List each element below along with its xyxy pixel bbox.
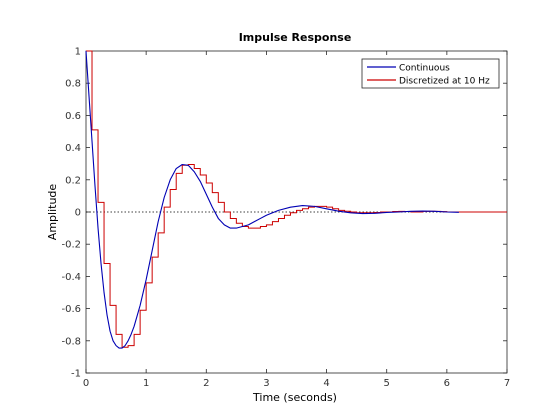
y-tick-label: 0.8 [65,79,81,90]
x-tick-label: 0 [83,378,89,389]
series-layer [85,50,507,349]
chart-title: Impulse Response [239,31,352,44]
x-tick-label: 5 [384,378,390,389]
y-tick-label: 0.6 [65,111,81,122]
y-tick-label: 0 [75,208,81,219]
legend-label-continuous: Continuous [399,64,450,74]
x-axis-label: Time (seconds) [252,391,337,404]
legend: Continuous Discretized at 10 Hz [361,58,500,89]
y-tick-label: -0.8 [61,336,81,347]
y-tick-label: 1 [75,47,81,58]
y-tick-label: -0.4 [61,272,81,283]
y-axis-label: Amplitude [46,184,59,241]
legend-box [361,58,500,89]
x-tick-label: 6 [444,378,450,389]
y-tick-label: 0.2 [65,175,81,186]
x-tick-label: 2 [203,378,209,389]
axis-tick-labels: 0 1 2 3 4 5 6 7 -1 -0.8 -0.6 -0.4 -0.2 0 0.2 0.4 0.6 0.8 1 [61,47,510,390]
series-discretized-line [86,50,507,348]
x-tick-label: 4 [323,378,329,389]
y-tick-label: 0.4 [65,143,81,154]
series-continuous-line [85,50,459,349]
x-tick-label: 3 [263,378,269,389]
y-tick-label: -0.2 [61,240,81,251]
y-tick-label: -0.6 [61,304,81,315]
legend-label-discretized: Discretized at 10 Hz [399,77,490,87]
x-tick-label: 1 [143,378,149,389]
x-tick-label: 7 [504,378,510,389]
y-tick-label: -1 [71,369,81,380]
